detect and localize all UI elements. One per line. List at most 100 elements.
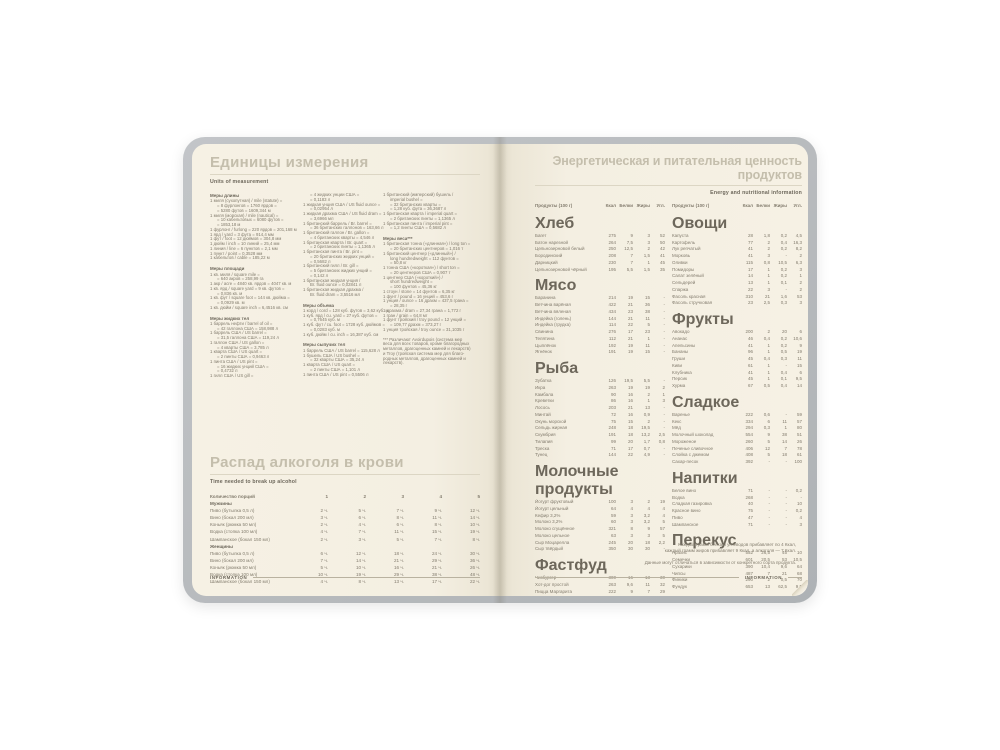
nutrition-value: - — [663, 342, 666, 348]
alcohol-empty-cell — [404, 500, 442, 507]
nutrition-column-2: Продукты (100 г) Ккал Белки Жиры Угл. Овощи Ка… — [672, 203, 802, 596]
nutrition-value: 3 — [630, 532, 633, 538]
nutrition-value: 4 — [799, 514, 802, 520]
nutrition-value: 45 — [747, 356, 753, 361]
nutrition-value: 0,2 — [780, 335, 787, 341]
nutrition-value: 5,5 — [626, 266, 633, 272]
units-line: = 32 кварты США = 35,24 л — [310, 357, 364, 363]
nutrition-value: 6 — [767, 418, 770, 424]
nutrition-value: 78 — [796, 445, 802, 451]
nutrition-value: 263 — [608, 384, 616, 390]
units-line: 1 кв. дюйм / square inch = 6,4516 кв. см — [210, 304, 288, 310]
nutrition-row: Картофель 77 2 0,4 16,3 — [672, 240, 802, 247]
alcohol-row: Пиво (бутылка 0,5 л) 6 ч. 12 ч. 18 ч. 24 ч. 3… — [210, 550, 480, 557]
alcohol-hours-value: 26 ч. — [469, 564, 480, 570]
alcohol-hours-value: 19 ч. — [469, 529, 480, 535]
nutrition-row: Кекс 334 6 11 57 — [672, 419, 802, 426]
nutrition-value: 11 — [645, 315, 650, 321]
units-line: 1 фут / foot = 12 дюймов = 304,8 мм — [210, 236, 282, 242]
units-line: родных металлов, драгоценных камней и — [383, 355, 466, 361]
units-block: Меры веса*** 1 британская тонна («длинная… — [383, 236, 480, 333]
nutrition-value: 10 — [796, 501, 802, 507]
nutrition-product-label: Лук репчатый — [672, 246, 701, 252]
nutrition-value: - — [663, 411, 666, 417]
nutrition-value: - — [768, 508, 771, 513]
nutrition-row: Сыр твёрдый 350 30 30 - — [535, 546, 665, 553]
nutrition-value: 0,3 — [780, 356, 787, 361]
nutrition-value: 264 — [608, 239, 616, 245]
nutrition-value: 20 — [781, 329, 787, 334]
nutrition-product-label: Хурма — [672, 383, 686, 388]
notebook-pages: Единицы измерения Units of measurement М… — [192, 144, 808, 596]
nutrition-value: 80 — [796, 425, 802, 431]
nutrition-product-label: Пицца Маргарита — [535, 588, 573, 594]
nutrition-value: 3 — [767, 286, 770, 292]
nutrition-value: 601 — [745, 557, 753, 562]
left-footer-label: INFORMATION — [210, 575, 248, 580]
nutrition-section-name: Напитки — [672, 469, 738, 487]
nutrition-product-label: Сыр твёрдый — [535, 546, 563, 552]
nutrition-row: Батон нарезной 264 7,5 3 50 — [535, 240, 665, 247]
nutrition-value: 268 — [745, 494, 753, 500]
alcohol-hours-value: 13 ч. — [393, 579, 404, 585]
nutrition-product-label: Арахис — [672, 550, 688, 556]
nutrition-value: 99 — [610, 438, 616, 444]
units-line: = 1853,18 м — [217, 222, 241, 228]
nutrition-value: 13 — [764, 584, 770, 589]
units-line: 1 британская пинта / Br. pint = — [303, 249, 363, 254]
nutrition-value: 47 — [747, 514, 753, 520]
nutrition-row: Мороженое 260 5 14 26 — [672, 439, 802, 446]
nutrition-value: - — [785, 501, 788, 507]
nutrition-row: Красное вино 75 - - 0,2 — [672, 508, 802, 515]
nutrition-value: 11 — [645, 581, 650, 587]
nutrition-value: 21 — [764, 293, 770, 299]
alcohol-row: Вино (бокал 200 мл) 3 ч. 6 ч. 8 ч. 11 ч. 14 ч… — [210, 514, 480, 521]
nutrition-value: 90 — [610, 391, 616, 397]
nutrition-value: 5 — [662, 532, 665, 538]
units-line: 1 пинта США / US pint = 0,5506 л — [303, 371, 369, 377]
units-line: 1 британская жидкая унция / — [303, 277, 361, 283]
nutrition-row: Камбала 90 16 2 1 — [535, 392, 665, 399]
alcohol-subtitle: Time needed to break up alcohol — [210, 479, 297, 485]
nutrition-value: 13 — [747, 280, 753, 285]
nutrition-product-label: Молоко сгущённое — [535, 526, 575, 531]
alcohol-serving-count: 5 — [477, 494, 480, 499]
nutrition-value: - — [785, 459, 788, 464]
nutrition-value: 0,4 — [780, 383, 787, 388]
units-heading: Меры длины — [210, 193, 240, 198]
nutrition-value: 57 — [796, 418, 802, 424]
nutrition-value: 260 — [745, 438, 753, 444]
units-line: 1 тонна США («короткая») / short ton = — [383, 265, 460, 271]
units-block: Меры объема 1 корд / cord = 128 куб. футо… — [303, 303, 388, 338]
alcohol-hours-value: 15 ч. — [431, 529, 442, 535]
nutrition-value: 20,5 — [761, 557, 770, 562]
nutrition-value: 10 — [796, 550, 802, 556]
nutrition-value: 1,5 — [643, 266, 650, 272]
alcohol-hours-value: 10 ч. — [317, 572, 328, 578]
left-footer: INFORMATION — [210, 575, 480, 580]
nutrition-row: Свинина 276 17 23 - — [535, 329, 665, 336]
units-line: 1 фунт тройский / troy pound = 12 унций … — [383, 317, 466, 323]
nutrition-value: - — [663, 378, 666, 383]
nutrition-value: 0,5 — [763, 383, 770, 388]
nutrition-value: 191 — [608, 349, 616, 355]
nutrition-value: 3 — [647, 239, 650, 245]
nutrition-value: 1,7 — [643, 438, 650, 444]
nutrition-product-label: Сельдерей — [672, 280, 696, 285]
spacer — [535, 210, 665, 213]
left-page-subtitle: Units of measurement — [210, 179, 269, 185]
units-line: = 100 фунтов = 45,36 кг — [390, 284, 437, 290]
units-line: 1 ярд / yard = 3 фута = 914,4 мм — [210, 231, 274, 237]
nutrition-value: 19 — [627, 342, 633, 348]
nutrition-value: 7 — [647, 588, 650, 594]
nutrition-row: Сыр Моцарелла 245 20 18 2,2 — [535, 540, 665, 547]
nutrition-value: 23 — [627, 308, 633, 314]
nutrition-row: Телятина 112 21 1 - — [535, 336, 665, 343]
nutrition-value: 422 — [608, 302, 616, 307]
nutrition-row: Салат зелёный 14 1 0,2 1 — [672, 273, 802, 280]
units-line: 1 баррель США / US barrel = 115,628 л — [303, 347, 380, 353]
alcohol-hours-value: 22 ч. — [469, 579, 480, 585]
